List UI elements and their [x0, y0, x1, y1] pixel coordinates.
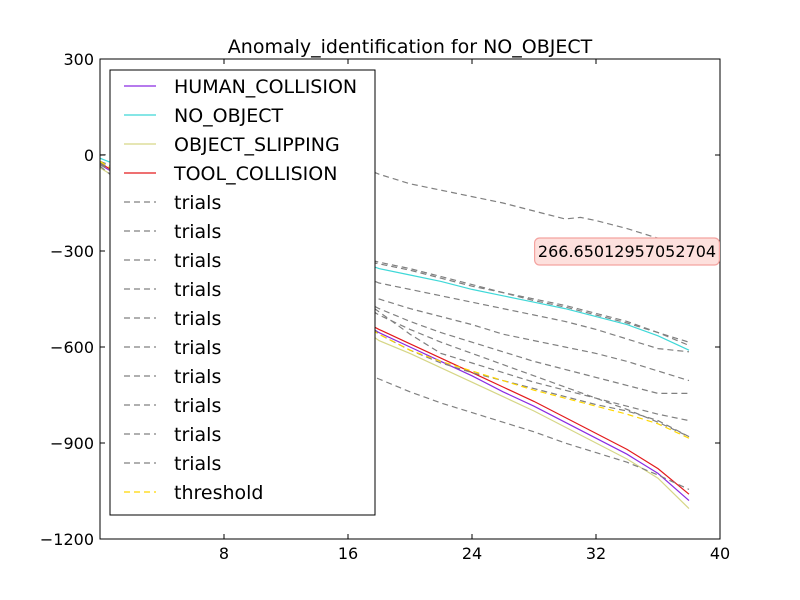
legend-label: trials: [174, 366, 221, 388]
axis-ticks: 8 16 24 32 40 300 0 −300 −600 −900 −1200: [40, 50, 730, 563]
legend-label: trials: [174, 308, 221, 330]
series-line-2: [100, 167, 690, 510]
x-tick-label: 24: [462, 544, 482, 563]
series-line-13: [100, 164, 690, 438]
series-line-9: [100, 162, 689, 394]
legend: HUMAN_COLLISION NO_OBJECT OBJECT_SLIPPING T…: [109, 69, 376, 516]
series-layer: [100, 144, 690, 510]
y-tick-label: −300: [50, 242, 94, 261]
legend-label: NO_OBJECT: [174, 105, 284, 127]
legend-label: threshold: [174, 482, 263, 504]
legend-label: trials: [174, 221, 221, 243]
x-tick-label: 40: [710, 544, 730, 563]
x-tick-label: 16: [338, 544, 358, 563]
series-line-14: [100, 160, 690, 439]
legend-label: TOOL_COLLISION: [173, 163, 337, 185]
series-line-7: [100, 162, 690, 353]
x-tick-label: 8: [219, 544, 229, 563]
y-tick-label: −900: [50, 434, 94, 453]
legend-label: trials: [174, 453, 221, 475]
chart-title: Anomaly_identification for NO_OBJECT: [228, 36, 593, 58]
legend-label: OBJECT_SLIPPING: [174, 134, 340, 156]
series-line-6: [100, 160, 690, 346]
legend-label: trials: [174, 337, 221, 359]
legend-label: trials: [174, 279, 221, 301]
y-tick-label: 300: [63, 50, 94, 69]
y-tick-label: −1200: [40, 530, 94, 549]
annotation-layer: 266.65012957052704: [533, 237, 720, 266]
legend-label: trials: [174, 250, 221, 272]
y-tick-label: 0: [84, 146, 94, 165]
series-line-12: [100, 165, 690, 490]
y-tick-label: −600: [50, 338, 94, 357]
series-line-3: [100, 162, 690, 495]
legend-label: trials: [174, 424, 221, 446]
series-line-8: [100, 162, 690, 382]
legend-label: trials: [174, 192, 221, 214]
annotation-text: 266.65012957052704: [538, 242, 716, 261]
series-line-10: [100, 164, 690, 422]
annotation-box: [533, 237, 720, 266]
series-line-0: [100, 164, 690, 502]
x-tick-label: 32: [586, 544, 606, 563]
legend-label: HUMAN_COLLISION: [174, 76, 357, 98]
plot-frame: [99, 58, 721, 540]
series-line-1: [100, 157, 690, 351]
legend-label: trials: [174, 395, 221, 417]
